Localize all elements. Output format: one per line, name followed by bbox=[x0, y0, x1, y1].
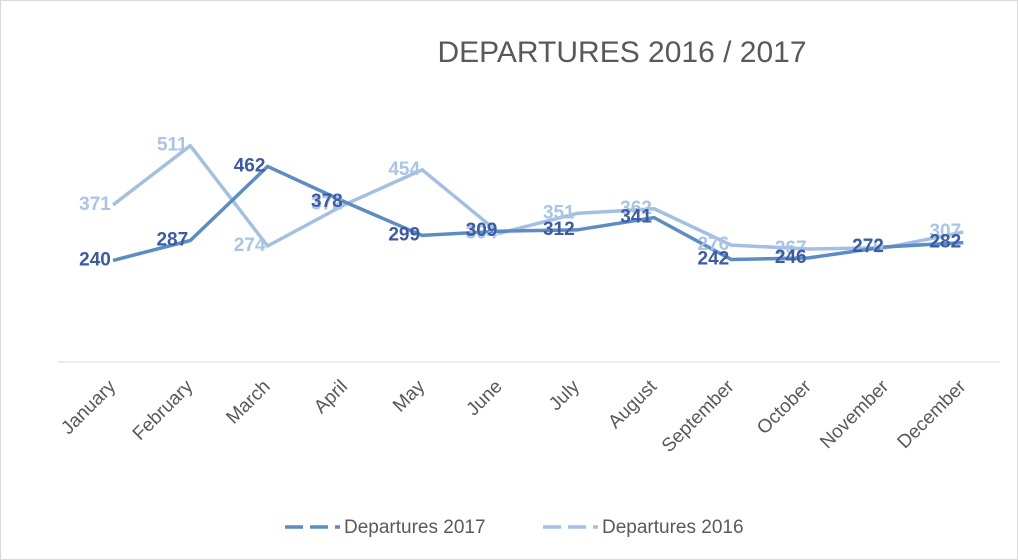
data-label: 267 bbox=[775, 238, 807, 259]
data-label: 454 bbox=[388, 159, 420, 180]
data-label: 341 bbox=[620, 207, 652, 228]
legend-label: Departures 2016 bbox=[602, 517, 744, 538]
series-line bbox=[112, 164, 964, 263]
data-label: 307 bbox=[929, 221, 961, 242]
data-label: 351 bbox=[543, 202, 575, 223]
data-label: 309 bbox=[466, 220, 498, 241]
legend-label: Departures 2017 bbox=[344, 517, 486, 538]
data-label: 312 bbox=[543, 219, 575, 240]
chart-title: DEPARTURES 2016 / 2017 bbox=[437, 36, 806, 69]
data-label: 299 bbox=[388, 224, 420, 245]
legend-item: Departures 2017 bbox=[285, 517, 486, 538]
data-label: 246 bbox=[775, 247, 807, 268]
data-label: 274 bbox=[234, 235, 266, 256]
data-label: 242 bbox=[698, 249, 730, 270]
series-line bbox=[111, 143, 964, 251]
data-label: 362 bbox=[620, 198, 652, 219]
legend-item: Departures 2016 bbox=[543, 517, 744, 538]
data-label: 276 bbox=[698, 234, 730, 255]
data-label: 511 bbox=[157, 135, 188, 156]
data-label: 462 bbox=[234, 155, 266, 176]
data-label: 372 bbox=[311, 194, 343, 215]
data-label: 287 bbox=[156, 230, 188, 251]
data-label: 272 bbox=[852, 236, 884, 257]
data-label: 371 bbox=[79, 194, 111, 215]
data-label: 270 bbox=[852, 237, 884, 258]
data-label: 304 bbox=[466, 222, 498, 243]
data-label: 240 bbox=[79, 249, 111, 270]
data-label: 378 bbox=[311, 191, 343, 212]
data-label: 282 bbox=[929, 232, 961, 253]
